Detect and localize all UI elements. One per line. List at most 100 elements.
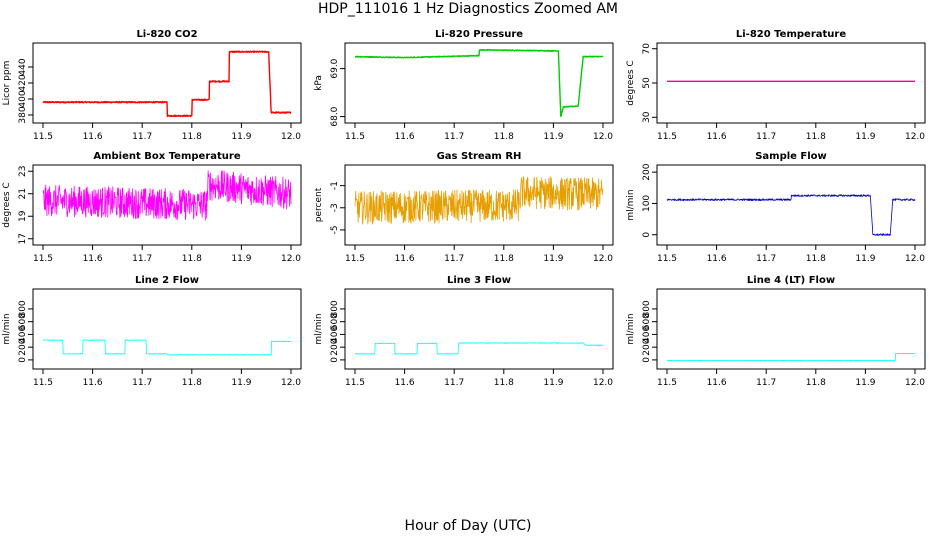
x-tick-label: 11.7 xyxy=(132,378,152,388)
x-tick-label: 11.5 xyxy=(657,254,677,264)
x-tick-label: 11.7 xyxy=(444,132,464,142)
plot-frame xyxy=(32,164,302,246)
x-tick-label: 11.8 xyxy=(494,132,514,142)
x-tick-label: 11.9 xyxy=(231,254,251,264)
x-tick-label: 11.6 xyxy=(83,132,103,142)
y-tick-label: 200 xyxy=(642,163,652,180)
panel-1: Li-820 CO2 11.5 11.6 11.7 11.8 11.9 12.0 380400… xyxy=(2,29,302,142)
plot-frame xyxy=(344,288,614,370)
x-tick-label: 11.8 xyxy=(182,132,202,142)
x-tick-label: 11.7 xyxy=(756,378,776,388)
y-tick-label: 400 xyxy=(330,326,340,343)
y-tick-label: 200 xyxy=(18,338,28,355)
y-axis-label: ml/min xyxy=(626,313,636,344)
x-tick-label: 11.6 xyxy=(395,132,415,142)
x-tick-label: 12.0 xyxy=(593,254,613,264)
x-tick-label: 12.0 xyxy=(593,132,613,142)
panel-3: Li-820 Temperature 11.5 11.6 11.7 11.8 11.9 12… xyxy=(626,29,926,142)
panel-7: Line 2 Flow 11.5 11.6 11.7 11.8 11.9 12.0 0 2004… xyxy=(2,275,302,388)
y-axis-label: percent xyxy=(314,187,324,222)
y-tick-label: 380 xyxy=(18,106,28,123)
panel-title: Sample Flow xyxy=(755,151,827,162)
panel-6: Sample Flow 11.5 11.6 11.7 11.8 11.9 12.0 0 100 2… xyxy=(626,151,926,264)
x-tick-label: 11.9 xyxy=(231,132,251,142)
x-tick-label: 11.9 xyxy=(543,254,563,264)
y-tick-label: 70 xyxy=(642,43,652,55)
x-tick-label: 11.9 xyxy=(231,378,251,388)
y-tick-label: 30 xyxy=(642,111,652,123)
x-tick-label: 11.6 xyxy=(395,378,415,388)
panel-title: Ambient Box Temperature xyxy=(93,151,240,162)
x-tick-label: 11.6 xyxy=(83,254,103,264)
x-tick-label: 11.7 xyxy=(444,254,464,264)
y-axis-label: Licor ppm xyxy=(2,61,12,106)
y-tick-label: 69.0 xyxy=(330,58,340,78)
series-line xyxy=(666,194,916,237)
panel-title: Li-820 Temperature xyxy=(736,29,846,40)
plot-frame xyxy=(656,42,926,124)
y-tick-label: 200 xyxy=(642,338,652,355)
y-tick-label: 800 xyxy=(330,300,340,317)
y-tick-label: 600 xyxy=(330,313,340,330)
y-tick-label: 19 xyxy=(18,210,28,222)
y-tick-label: 440 xyxy=(18,58,28,75)
x-tick-label: 11.9 xyxy=(543,378,563,388)
plot-frame xyxy=(344,164,614,246)
x-tick-label: 11.5 xyxy=(345,378,365,388)
x-tick-label: 11.5 xyxy=(345,254,365,264)
x-tick-label: 12.0 xyxy=(905,254,925,264)
x-tick-label: 11.6 xyxy=(707,254,727,264)
x-tick-label: 12.0 xyxy=(593,378,613,388)
y-tick-label: 23 xyxy=(18,166,28,177)
x-tick-label: 11.9 xyxy=(855,132,875,142)
x-tick-label: 12.0 xyxy=(281,132,301,142)
x-tick-label: 11.5 xyxy=(345,132,365,142)
x-tick-label: 12.0 xyxy=(905,378,925,388)
panel-9: Line 4 (LT) Flow 11.5 11.6 11.7 11.8 11.9 12.0… xyxy=(626,275,926,388)
y-tick-label: 400 xyxy=(18,326,28,343)
y-tick-label: 100 xyxy=(642,195,652,212)
x-tick-label: 11.7 xyxy=(132,254,152,264)
x-tick-label: 11.5 xyxy=(33,254,53,264)
y-tick-label: 400 xyxy=(642,326,652,343)
panel-title: Gas Stream RH xyxy=(437,151,522,162)
y-tick-label: 600 xyxy=(18,313,28,330)
y-tick-label: 68.0 xyxy=(330,106,340,126)
x-tick-label: 11.5 xyxy=(33,132,53,142)
x-tick-label: 11.6 xyxy=(707,378,727,388)
series-line xyxy=(354,48,604,118)
plot-frame xyxy=(32,288,302,370)
panel-title: Line 4 (LT) Flow xyxy=(747,275,835,286)
series-line xyxy=(42,50,292,118)
y-tick-label: 0 xyxy=(18,357,28,363)
x-tick-label: 11.6 xyxy=(707,132,727,142)
y-axis-label: ml/min xyxy=(314,313,324,344)
panel-title: Line 2 Flow xyxy=(135,275,199,286)
y-tick-label: 600 xyxy=(642,313,652,330)
y-tick-label: 21 xyxy=(18,188,28,199)
y-tick-label: 200 xyxy=(330,338,340,355)
x-tick-label: 11.8 xyxy=(806,254,826,264)
x-tick-label: 11.9 xyxy=(855,254,875,264)
series-line xyxy=(354,176,604,225)
y-tick-label: 50 xyxy=(642,77,652,89)
plot-frame xyxy=(656,288,926,370)
series-line xyxy=(42,339,292,356)
y-tick-label: 0 xyxy=(642,232,652,238)
y-tick-label: -3 xyxy=(330,203,340,212)
x-tick-label: 11.7 xyxy=(756,254,776,264)
y-tick-label: -1 xyxy=(330,181,340,190)
y-tick-label: 17 xyxy=(18,233,28,244)
x-tick-label: 11.6 xyxy=(395,254,415,264)
page-title: HDP_111016 1 Hz Diagnostics Zoomed AM xyxy=(318,1,618,17)
y-axis-label: kPa xyxy=(314,75,324,91)
panel-title: Li-820 Pressure xyxy=(435,29,523,40)
plot-frame xyxy=(656,164,926,246)
y-tick-label: -5 xyxy=(330,225,340,234)
panel-4: Ambient Box Temperature 11.5 11.6 11.7 11.8 1… xyxy=(2,151,302,264)
panel-title: Li-820 CO2 xyxy=(136,29,197,40)
x-tick-label: 11.8 xyxy=(806,132,826,142)
x-tick-label: 11.8 xyxy=(182,378,202,388)
y-tick-label: 800 xyxy=(642,300,652,317)
